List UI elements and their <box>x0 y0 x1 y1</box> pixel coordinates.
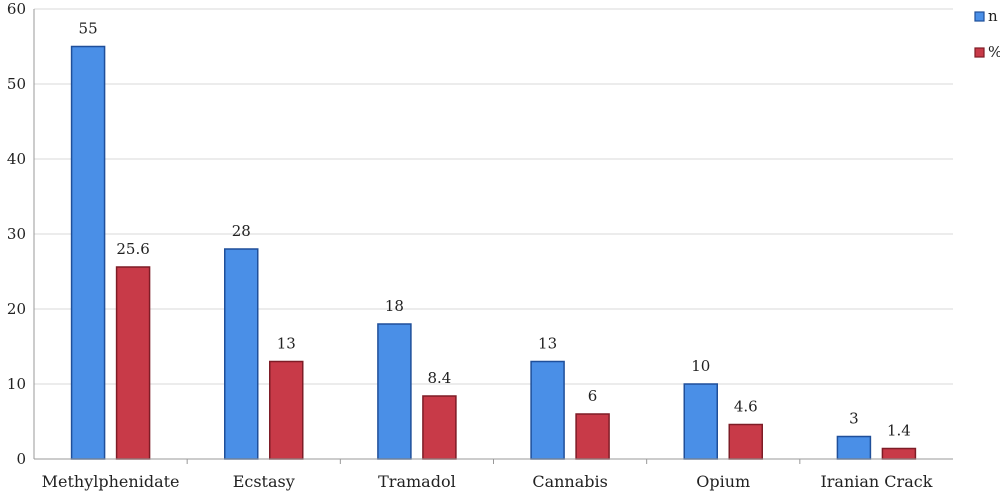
bar <box>575 413 610 460</box>
bar <box>422 395 457 460</box>
bar <box>836 435 872 460</box>
bar <box>115 266 151 460</box>
data-label: 28 <box>232 222 251 240</box>
x-category-label: Iranian Crack <box>820 472 932 491</box>
bar <box>683 383 718 460</box>
data-label: 55 <box>79 20 98 38</box>
legend-swatch <box>974 11 985 22</box>
x-category-label: Methylphenidate <box>42 472 180 491</box>
y-tick-label: 40 <box>7 150 26 168</box>
y-tick-label: 0 <box>16 450 26 468</box>
y-tick-label: 30 <box>7 225 26 243</box>
data-label: 10 <box>691 357 710 375</box>
legend: n% <box>974 7 1000 61</box>
x-category-label: Ecstasy <box>233 472 295 491</box>
bar <box>728 423 763 460</box>
bars: 55 25.6 28 13 18 8.4 13 6 10 4.6 3 1.4 <box>70 20 917 460</box>
data-label: 13 <box>277 335 296 353</box>
x-category-label: Cannabis <box>532 472 608 491</box>
y-tick-label: 20 <box>7 300 26 318</box>
data-label: 8.4 <box>427 369 451 387</box>
x-category-label: Opium <box>696 472 750 491</box>
data-label: 1.4 <box>887 422 911 440</box>
data-label: 13 <box>538 335 557 353</box>
y-tick-label: 50 <box>7 75 26 93</box>
bar <box>70 45 106 460</box>
grid <box>34 8 953 385</box>
data-label: 3 <box>849 410 859 428</box>
bar <box>269 360 304 460</box>
bar <box>377 323 412 460</box>
bar <box>224 248 259 460</box>
data-label: 4.6 <box>734 398 758 416</box>
data-label: 18 <box>385 297 404 315</box>
legend-swatch <box>974 47 985 58</box>
data-label: 6 <box>588 387 598 405</box>
bar <box>881 447 917 460</box>
y-tick-label: 10 <box>7 375 26 393</box>
data-label: 25.6 <box>116 240 149 258</box>
x-category-label: Tramadol <box>378 472 456 491</box>
bar <box>530 360 565 460</box>
y-tick-label: 60 <box>7 0 26 18</box>
axes: 0 10 20 30 40 50 60 Methylphenidate Ecstasy Trama… <box>7 0 953 491</box>
legend-label: n <box>988 7 998 25</box>
legend-label: % <box>988 43 1000 61</box>
